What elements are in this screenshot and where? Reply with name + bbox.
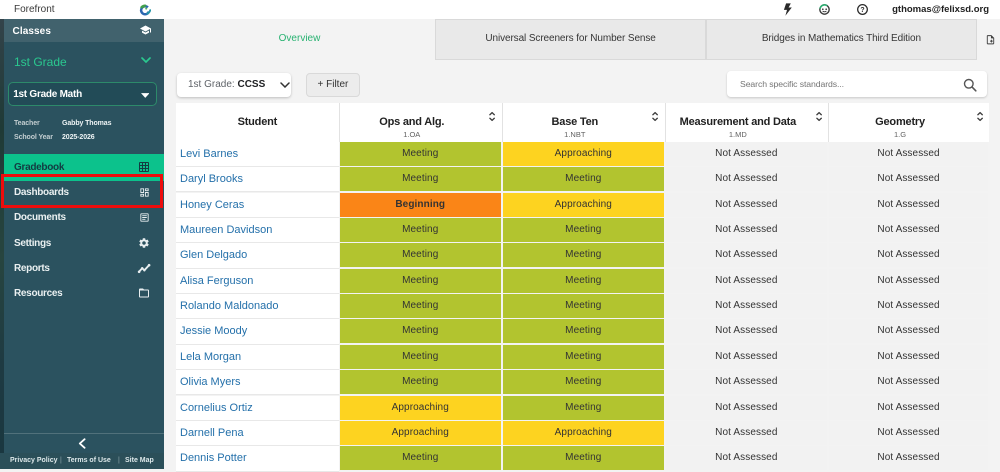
svg-text:?: ? (860, 7, 864, 14)
